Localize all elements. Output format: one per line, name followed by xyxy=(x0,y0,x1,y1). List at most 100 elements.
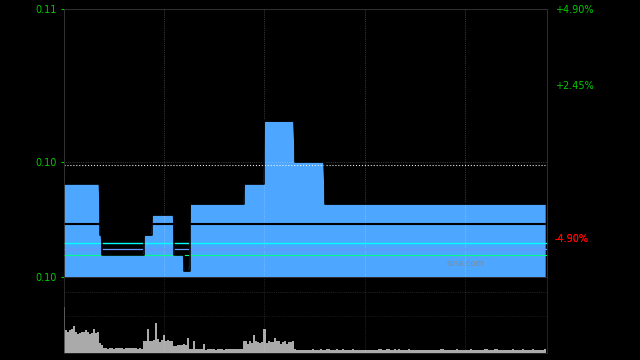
Bar xyxy=(199,349,202,353)
Bar xyxy=(75,332,77,353)
Bar xyxy=(374,350,376,353)
Bar xyxy=(163,335,165,353)
Bar xyxy=(530,350,532,353)
Bar xyxy=(232,349,234,353)
Bar xyxy=(67,332,69,353)
Bar xyxy=(380,349,382,353)
Bar xyxy=(157,339,159,353)
Bar xyxy=(440,350,442,353)
Bar xyxy=(119,348,121,353)
Bar xyxy=(308,350,310,353)
Bar xyxy=(234,349,236,353)
Bar xyxy=(156,323,157,353)
Bar xyxy=(285,344,287,353)
Bar xyxy=(149,341,151,353)
Bar xyxy=(306,350,308,353)
Bar xyxy=(264,329,266,353)
Bar xyxy=(229,349,232,353)
Bar xyxy=(384,350,386,353)
Bar xyxy=(213,349,216,353)
Bar xyxy=(404,350,406,353)
Bar xyxy=(169,341,172,353)
Bar xyxy=(450,350,452,353)
Bar xyxy=(398,350,400,353)
Bar xyxy=(516,350,518,353)
Bar xyxy=(462,350,464,353)
Bar xyxy=(354,350,356,353)
Bar xyxy=(492,350,494,353)
Bar xyxy=(340,350,342,353)
Bar xyxy=(186,345,188,353)
Bar xyxy=(143,341,145,353)
Bar xyxy=(500,350,502,353)
Bar xyxy=(63,307,65,353)
Bar xyxy=(292,341,294,353)
Bar xyxy=(105,348,107,353)
Bar xyxy=(109,348,111,353)
Bar xyxy=(85,330,87,353)
Bar xyxy=(113,349,115,353)
Bar xyxy=(544,350,546,353)
Bar xyxy=(127,348,129,353)
Bar xyxy=(448,350,450,353)
Bar xyxy=(95,333,97,353)
Bar xyxy=(284,341,285,353)
Bar xyxy=(271,342,273,353)
Bar xyxy=(167,340,169,353)
Bar xyxy=(416,350,418,353)
Bar xyxy=(151,341,153,353)
Bar xyxy=(382,350,384,353)
Bar xyxy=(172,341,173,353)
Bar xyxy=(241,349,243,353)
Bar xyxy=(458,350,460,353)
Bar xyxy=(225,349,227,353)
Bar xyxy=(243,341,246,353)
Bar xyxy=(205,350,207,353)
Bar xyxy=(173,346,175,353)
Bar xyxy=(296,350,298,353)
Bar xyxy=(314,350,316,353)
Bar xyxy=(330,350,332,353)
Bar xyxy=(269,342,271,353)
Bar xyxy=(97,332,99,353)
Bar xyxy=(474,350,476,353)
Bar xyxy=(484,349,486,353)
Bar xyxy=(502,350,504,353)
Bar xyxy=(141,348,143,353)
Bar xyxy=(470,349,472,353)
Bar xyxy=(424,350,426,353)
Bar xyxy=(480,350,482,353)
Bar xyxy=(197,349,199,353)
Bar xyxy=(300,350,301,353)
Bar xyxy=(287,342,289,353)
Bar xyxy=(107,348,109,353)
Bar xyxy=(115,348,117,353)
Bar xyxy=(246,341,248,353)
Bar xyxy=(442,350,444,353)
Bar xyxy=(91,333,93,353)
Bar xyxy=(220,349,221,353)
Bar xyxy=(454,350,456,353)
Bar xyxy=(87,332,89,353)
Bar xyxy=(490,350,492,353)
Bar xyxy=(426,350,428,353)
Bar xyxy=(93,329,95,353)
Bar xyxy=(514,350,516,353)
Bar xyxy=(528,350,530,353)
Bar xyxy=(360,350,362,353)
Bar xyxy=(508,350,510,353)
Bar xyxy=(236,349,237,353)
Bar xyxy=(133,348,135,353)
Bar xyxy=(177,345,179,353)
Bar xyxy=(135,348,137,353)
Bar xyxy=(349,350,352,353)
Bar xyxy=(211,349,213,353)
Bar xyxy=(410,350,412,353)
Bar xyxy=(81,332,83,353)
Bar xyxy=(79,333,81,353)
Bar xyxy=(121,348,123,353)
Bar xyxy=(478,350,480,353)
Bar xyxy=(512,350,514,353)
Bar xyxy=(418,350,420,353)
Bar xyxy=(376,350,378,353)
